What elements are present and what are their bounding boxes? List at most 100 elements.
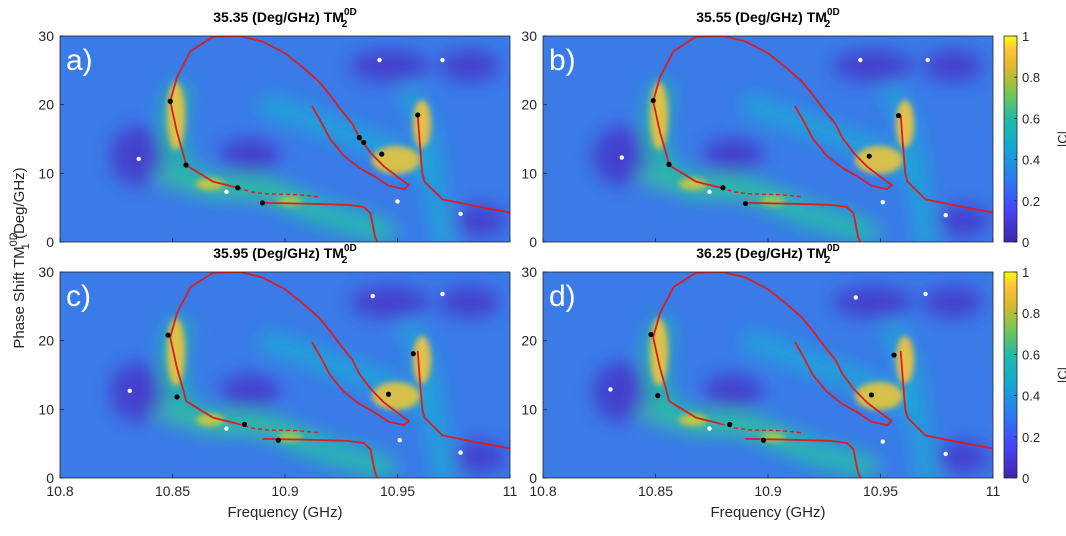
panel-3: c) 35.95 (Deg/GHz) TM0D 2 0 10 20 30 10.8 10.85 1…: [38, 243, 517, 521]
black-point: [275, 437, 281, 443]
black-point: [259, 200, 266, 206]
heatmap-field: [60, 272, 510, 478]
y-tick-label: 20: [521, 333, 537, 349]
panel-title: 35.95 (Deg/GHz) TM0D 2: [213, 243, 357, 266]
colorbar-label: |C|: [1055, 367, 1066, 383]
colorbar-tick-label: 0.6: [1022, 347, 1040, 362]
white-point: [397, 438, 402, 443]
black-point: [760, 437, 767, 443]
black-point: [891, 352, 897, 358]
white-point: [458, 450, 463, 455]
colorbar-tick-label: 0.2: [1022, 430, 1040, 445]
black-point: [742, 200, 749, 207]
colorbar-tick-label: 0.4: [1022, 389, 1040, 404]
colorbar-gradient: [1003, 271, 1018, 479]
colorbar-label: |C|: [1055, 131, 1066, 147]
red-curve-dashed: [237, 187, 319, 198]
y-tick-label: 30: [521, 264, 537, 280]
x-tick-label: 10.95: [863, 483, 898, 499]
y-tick-label: 20: [38, 97, 54, 113]
panel-letter: a): [66, 44, 93, 77]
red-curve: [169, 101, 187, 166]
colorbar-tick-label: 0.4: [1022, 153, 1040, 168]
panel-letter: c): [66, 280, 91, 313]
panel-title: 35.35 (Deg/GHz) TM0D 2: [213, 7, 357, 30]
trajectory-curves: [619, 36, 993, 242]
colorbar-1: 0 0.2 0.4 0.6 0.8 1 |C|: [1003, 29, 1066, 250]
panel-1: a) 35.35 (Deg/GHz) TM0D 2 0 10 20 30: [38, 7, 511, 250]
white-point: [707, 426, 712, 431]
y-tick-label: 30: [38, 264, 54, 280]
black-point: [650, 97, 656, 104]
white-point: [923, 291, 928, 297]
x-tick-label: 10.85: [155, 483, 190, 499]
black-point: [241, 421, 248, 428]
black-point: [183, 162, 189, 168]
x-axis-label: Frequency (GHz): [227, 504, 342, 521]
white-point: [880, 439, 885, 444]
red-curve: [899, 114, 993, 214]
colorbar-tick-label: 0.6: [1022, 111, 1040, 126]
black-point: [235, 185, 241, 191]
black-point: [648, 331, 654, 338]
trajectory-curves: [136, 36, 510, 242]
y-tick-label: 20: [521, 97, 537, 113]
red-curve: [185, 164, 238, 189]
x-tick-label: 10.9: [271, 483, 298, 499]
y-tick-label: 10: [38, 401, 54, 417]
heatmap-field: [60, 36, 510, 242]
white-point: [136, 156, 141, 162]
x-tick-label: 11: [503, 483, 518, 499]
white-point: [858, 57, 863, 63]
white-point: [608, 387, 613, 392]
black-point: [379, 151, 385, 157]
x-tick-label: 10.95: [380, 483, 415, 499]
black-point: [895, 113, 902, 119]
colorbar-tick-label: 0: [1022, 235, 1029, 250]
red-curve: [652, 272, 894, 427]
y-tick-label: 20: [38, 333, 54, 349]
colorbar-2: 0 0.2 0.4 0.6 0.8 1 |C|: [1003, 265, 1066, 486]
panel-2: b) 35.55 (Deg/GHz) TM0D 2 0 10 20 30: [521, 7, 994, 250]
y-tick-label: 10: [521, 401, 537, 417]
white-point: [395, 199, 400, 204]
x-axis-label: Frequency (GHz): [710, 504, 825, 521]
trajectory-curves: [608, 272, 993, 478]
x-tick-label: 10.8: [529, 483, 556, 499]
red-curve: [185, 400, 238, 425]
black-point: [866, 153, 872, 159]
white-point: [440, 291, 445, 297]
x-tick-label: 10.85: [638, 483, 673, 499]
red-curve: [668, 400, 721, 425]
colorbar-tick-label: 0.2: [1022, 194, 1040, 209]
heatmap-field: [543, 36, 993, 242]
red-curve: [899, 350, 993, 450]
white-point: [943, 213, 948, 218]
y-tick-label: 0: [46, 470, 54, 486]
red-curve: [652, 101, 670, 166]
white-point: [943, 451, 948, 457]
heatmap-field: [543, 272, 993, 478]
black-point: [356, 135, 362, 141]
x-tick-label: 11: [986, 483, 1001, 499]
black-point: [666, 161, 672, 168]
y-tick-label: 0: [529, 470, 537, 486]
y-tick-label: 30: [38, 28, 54, 44]
red-curve-dashed: [720, 187, 802, 198]
colorbar-tick-label: 1: [1022, 265, 1029, 280]
white-point: [925, 57, 930, 63]
y-tick-label: 0: [46, 234, 54, 250]
white-point: [853, 295, 858, 300]
white-point: [619, 155, 624, 160]
black-point: [385, 391, 392, 397]
x-tick-label: 10.8: [46, 483, 73, 499]
white-point: [880, 199, 885, 205]
red-curve-dashed: [237, 423, 319, 434]
red-curve: [652, 36, 894, 191]
red-curve: [745, 438, 862, 478]
red-curve: [169, 272, 411, 427]
y-tick-label: 30: [521, 28, 537, 44]
red-curve: [745, 202, 862, 242]
